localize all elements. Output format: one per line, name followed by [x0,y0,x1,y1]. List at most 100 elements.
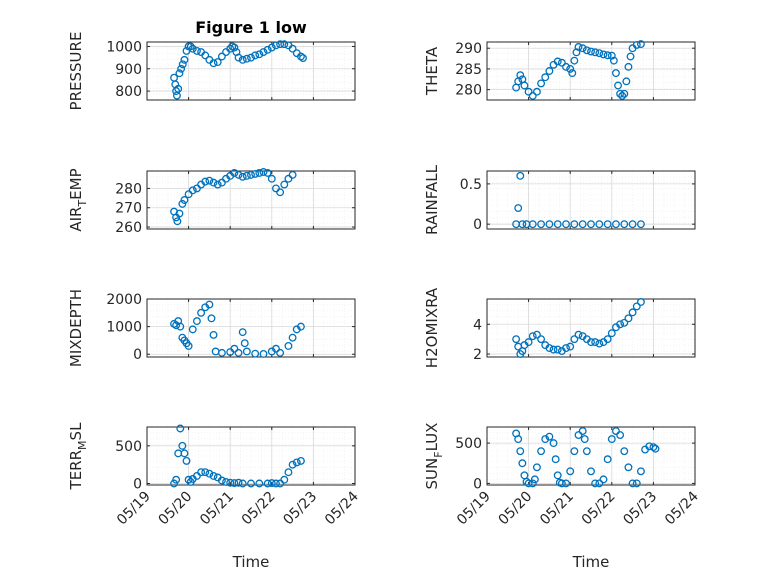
data-point [242,171,251,180]
x-axis-label: Time [232,553,270,571]
data-point [222,478,230,486]
data-point [180,449,189,458]
data-point [530,475,539,484]
data-point [609,56,618,65]
y-tick-label: 2000 [106,292,142,308]
data-point [570,335,579,344]
data-point [532,463,541,472]
data-point [172,475,181,484]
h2omixra-subplot: 2 4 H2OMIXRA [423,287,696,368]
data-point [175,209,184,218]
data-point [595,220,604,229]
data-point [292,458,301,467]
data-point [170,479,178,488]
y-axis-label-subscript: M [76,440,89,450]
data-point [284,342,293,350]
data-point [599,50,608,59]
data-point [226,478,235,487]
mixdepth-series [170,300,305,358]
data-point [272,184,280,193]
y-axis-label-main: H2OMIXRA [423,287,441,368]
data-point [612,69,620,78]
data-point [587,467,595,476]
data-point [632,40,641,49]
data-point [172,321,181,330]
data-point [201,177,210,186]
air-temp-series [170,168,297,226]
y-axis-label: MIXDEPTH [67,289,85,367]
data-point [184,342,193,350]
data-point [205,176,214,185]
data-point [607,329,616,338]
data-point [242,347,251,356]
data-point [566,342,575,351]
theta-series [512,40,645,100]
data-point [582,46,591,55]
data-point [551,455,560,464]
data-point [217,178,226,187]
data-point [272,344,280,353]
axes-box [486,426,696,486]
data-point [603,335,612,344]
y-tick-label: 2 [473,347,482,363]
chart-title: Figure 1 low [195,18,307,37]
data-point [636,467,645,476]
data-point [603,455,612,464]
data-point [288,333,297,342]
data-point [205,300,214,309]
data-point [518,220,527,229]
theta-subplot: 280 285 290 THETA [423,40,696,101]
axes-box [146,426,356,486]
data-point [620,447,629,456]
axes-box [486,41,696,101]
data-point [553,471,562,480]
data-point [578,427,587,435]
data-point [296,456,305,465]
y-axis-label-suffix: EMP [67,168,85,199]
data-point [649,443,658,452]
data-point [213,58,222,67]
y-tick-label: 800 [115,84,142,100]
y-tick-label: 270 [115,201,142,217]
data-point [562,344,570,353]
data-point [251,169,260,178]
data-point [234,478,243,487]
pressure-subplot: 800 900 1000 PRESSURE Figure 1 low [67,18,356,110]
data-point [616,431,625,440]
data-point [205,469,214,478]
data-point [514,204,523,213]
data-point [587,47,595,56]
data-point [192,317,201,326]
data-point [276,348,285,357]
y-tick-label: 0 [473,217,482,233]
y-tick-label: 900 [115,62,142,78]
data-point [247,170,255,179]
data-point [612,427,620,435]
y-axis-label-main: THETA [423,46,441,96]
data-point [209,178,218,187]
data-point [545,344,554,353]
pressure-series [170,40,307,100]
data-point [541,73,550,82]
data-point [566,467,575,476]
data-point [184,475,193,484]
y-tick-label: 290 [455,41,482,57]
data-point [178,199,187,208]
data-point [259,350,268,358]
data-point [545,432,554,441]
data-point [172,87,181,96]
data-point [234,170,243,179]
axes-box [486,298,696,358]
data-point [207,314,216,323]
data-point [518,459,527,468]
data-point [636,220,645,229]
data-point [578,44,587,53]
data-point [209,59,218,68]
data-point [284,468,293,477]
data-point [612,220,620,229]
data-point [607,435,616,444]
data-point [574,43,583,51]
data-point [276,40,285,49]
